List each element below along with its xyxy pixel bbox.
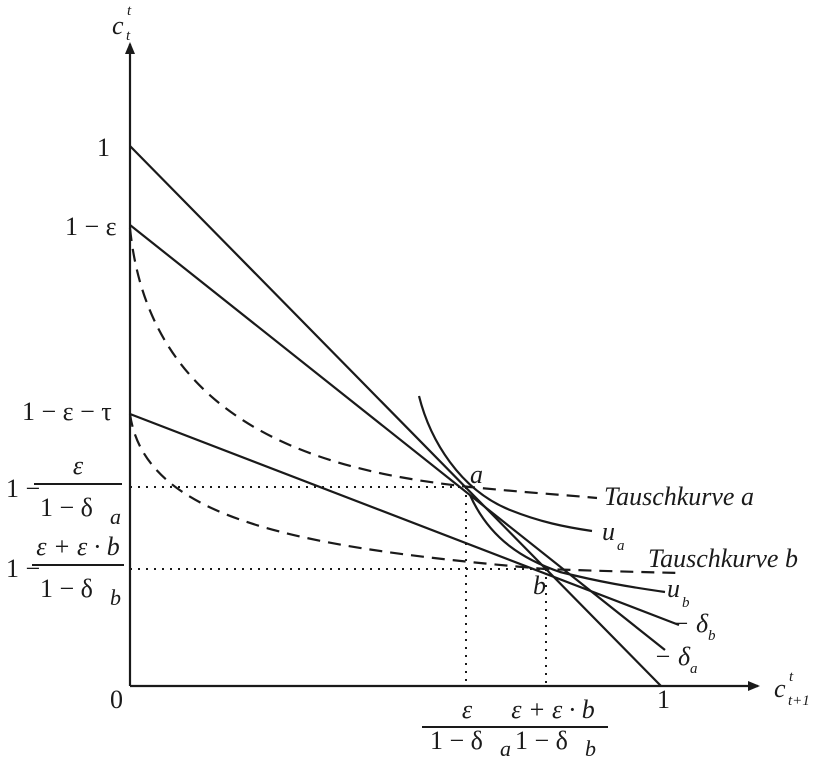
svg-text:b: b xyxy=(585,736,596,758)
x-axis-label: c t t+1 xyxy=(774,669,810,709)
svg-text:b: b xyxy=(110,585,121,610)
tauschkurve-a-label: Tauschkurve a xyxy=(604,482,754,511)
svg-text:t+1: t+1 xyxy=(788,693,810,709)
svg-text:ε + ε · b: ε + ε · b xyxy=(511,695,595,724)
svg-text:ε: ε xyxy=(73,451,84,480)
tauschkurve-b-label: Tauschkurve b xyxy=(648,544,798,573)
svg-text:− δ: − δ xyxy=(654,642,691,671)
svg-text:a: a xyxy=(500,736,511,758)
x-tick-one: 1 xyxy=(657,685,670,714)
svg-text:a: a xyxy=(110,504,121,529)
svg-text:1 −: 1 − xyxy=(6,554,40,583)
ub-label: u b xyxy=(667,574,690,611)
point-b-label: b xyxy=(533,571,546,600)
y-tick-one-minus-eps-tau: 1 − ε − τ xyxy=(22,397,112,426)
svg-text:b: b xyxy=(682,595,690,611)
slope-delta-a-label: − δ a xyxy=(654,642,698,677)
y-tick-one: 1 xyxy=(97,133,110,162)
svg-text:t: t xyxy=(789,669,794,685)
svg-text:u: u xyxy=(602,517,615,546)
budget-line-1 xyxy=(129,145,662,687)
budget-line-tau xyxy=(129,412,680,627)
y-axis-label: c t t xyxy=(112,3,132,44)
svg-text:1 − δ: 1 − δ xyxy=(515,726,568,755)
budget-line-slope-a xyxy=(129,224,666,651)
x-tick-b-level: ε + ε · b 1 − δ b xyxy=(498,695,608,758)
svg-text:1 − δ: 1 − δ xyxy=(40,574,93,603)
y-tick-a-level: 1 − ε 1 − δ a xyxy=(6,451,122,529)
ua-label: u a xyxy=(602,517,625,554)
slope-delta-b-label: − δ b xyxy=(672,609,716,644)
svg-text:− δ: − δ xyxy=(672,609,709,638)
y-tick-b-level: 1 − ε + ε · b 1 − δ b xyxy=(6,532,124,610)
svg-text:t: t xyxy=(126,28,131,44)
svg-text:1 − δ: 1 − δ xyxy=(40,493,93,522)
origin-label: 0 xyxy=(110,685,123,714)
y-tick-one-minus-eps: 1 − ε xyxy=(65,212,117,241)
svg-text:ε: ε xyxy=(462,695,473,724)
svg-text:a: a xyxy=(690,661,698,677)
svg-text:b: b xyxy=(708,628,716,644)
svg-text:u: u xyxy=(667,574,680,603)
tauschkurve-b-curve xyxy=(128,413,681,575)
svg-text:c: c xyxy=(774,674,786,703)
svg-text:ε + ε · b: ε + ε · b xyxy=(36,532,120,561)
svg-text:a: a xyxy=(617,538,625,554)
svg-text:1 − δ: 1 − δ xyxy=(430,726,483,755)
svg-text:c: c xyxy=(112,11,124,40)
tauschkurve-a-curve xyxy=(128,227,598,500)
svg-text:1 −: 1 − xyxy=(6,474,40,503)
indifference-curve-ua xyxy=(417,395,593,533)
svg-text:t: t xyxy=(127,3,132,19)
indifference-curve-ub xyxy=(468,494,666,594)
point-a-label: a xyxy=(470,460,483,489)
x-tick-a-level: ε 1 − δ a xyxy=(422,695,512,758)
